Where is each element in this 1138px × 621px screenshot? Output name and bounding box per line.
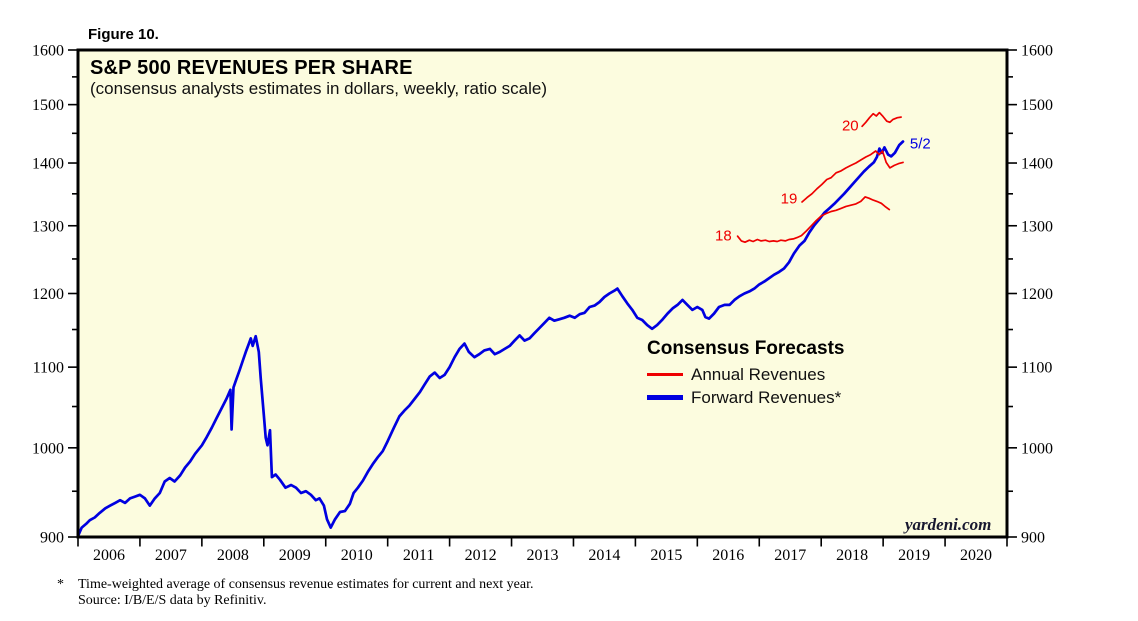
x-axis-label-2015: 2015 [650,547,682,564]
y-axis-label-left-1300: 1300 [32,218,64,235]
footnote-text: Time-weighted average of consensus reven… [78,577,534,609]
plot-border [76,48,1009,539]
y-axis-label-left-1200: 1200 [32,286,64,303]
legend-title: Consensus Forecasts [647,338,845,359]
footnote-line-1: Time-weighted average of consensus reven… [78,577,534,592]
x-axis-label-2016: 2016 [712,547,744,564]
x-axis-label-2014: 2014 [588,547,620,564]
annotation-year-18: 18 [715,227,732,245]
x-axis-label-2013: 2013 [527,547,559,564]
y-axis-label-left-1000: 1000 [32,440,64,457]
y-axis-label-right-1500: 1500 [1021,97,1053,114]
series-annual-revenues-2019-line [801,150,904,203]
series-annual-revenues-2018-line [736,196,891,244]
y-axis-label-left-1400: 1400 [32,156,64,173]
y-axis-label-left-1500: 1500 [32,97,64,114]
annotation-date-5-2: 5/2 [909,135,931,153]
x-axis-label-2011: 2011 [403,547,434,564]
y-axis-label-right-1400: 1400 [1021,156,1053,173]
x-axis-label-2019: 2019 [898,547,930,564]
footnote-asterisk: * [57,577,64,592]
y-axis-label-right-1300: 1300 [1021,218,1053,235]
y-axis-label-right-1100: 1100 [1021,360,1052,377]
y-axis-label-right-900: 900 [1021,530,1045,547]
x-axis-label-2008: 2008 [217,547,249,564]
series-group [79,111,905,536]
x-axis-label-2007: 2007 [155,547,187,564]
chart-title: S&P 500 REVENUES PER SHARE [90,57,413,79]
y-axis-label-left-1600: 1600 [32,43,64,60]
yardeni-watermark: yardeni.com [905,515,992,534]
footnote-line-2: Source: I/B/E/S data by Refinitiv. [78,593,267,608]
x-axis-label-2018: 2018 [836,547,868,564]
footnotes: * Time-weighted average of consensus rev… [57,577,534,609]
x-axis-label-2020: 2020 [960,547,992,564]
x-axis-label-2017: 2017 [774,547,806,564]
x-axis-label-2010: 2010 [341,547,373,564]
legend-item-annual-revenues: Annual Revenues [647,363,844,386]
legend: Consensus Forecasts Annual Revenues Forw… [647,338,844,409]
chart-subtitle: (consensus analysts estimates in dollars… [90,79,547,98]
series-annual-revenues-2020-line [861,111,902,128]
y-axis-label-right-1000: 1000 [1021,440,1053,457]
annotation-year-20: 20 [841,117,859,135]
y-axis-label-left-900: 900 [40,530,64,547]
figure-label: Figure 10. [88,26,159,43]
series-forward-revenues-line [79,140,905,536]
axis-labels: 900 900 1000 1000 1100 1100 1200 1200 1300 1300 14… [32,43,1053,565]
legend-label-forward-revenues: Forward Revenues* [691,387,842,407]
annual-revenues-line-swatch [647,373,683,376]
x-axis-label-2006: 2006 [93,547,125,564]
annotation-year-19: 19 [780,190,798,208]
x-axis-label-2012: 2012 [465,547,497,564]
legend-label-annual-revenues: Annual Revenues [691,364,826,384]
y-axis-label-right-1600: 1600 [1021,43,1053,60]
y-axis-label-left-1100: 1100 [33,360,64,377]
y-axis-label-right-1200: 1200 [1021,286,1053,303]
axis-ticks [68,49,1017,547]
x-axis-label-2009: 2009 [279,547,311,564]
legend-item-forward-revenues: Forward Revenues* [647,386,844,409]
forward-revenues-line-swatch [647,395,683,400]
plot-area [78,50,1007,537]
